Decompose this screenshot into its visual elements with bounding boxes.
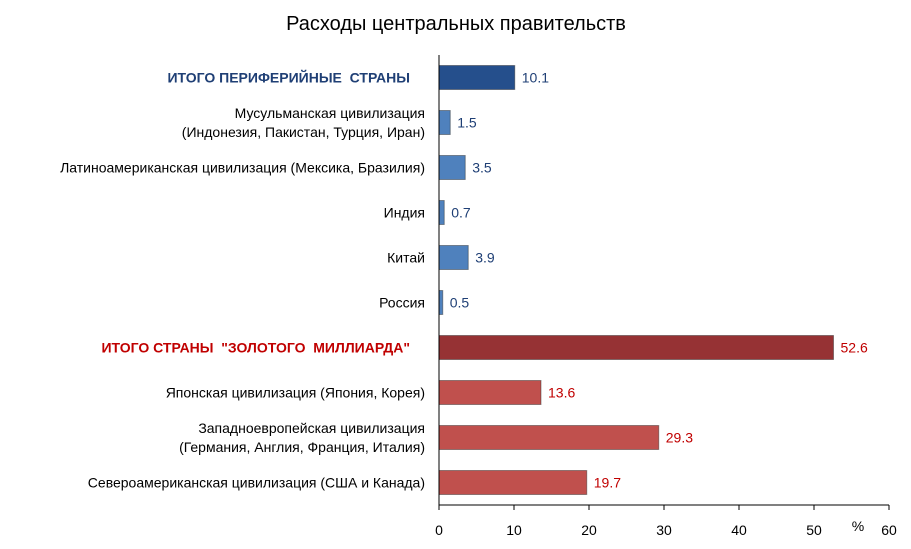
tick-label-6: 60 — [881, 522, 897, 538]
tick-label-1: 10 — [506, 522, 522, 538]
bar-5 — [438, 290, 444, 315]
unit-label: % — [852, 518, 864, 534]
tick-label-2: 20 — [581, 522, 597, 538]
x-axis: 0 10 20 30 40 50 60 — [435, 55, 897, 538]
category-labels-group: ИТОГО ПЕРИФЕРИЙНЫЕ СТРАНЫ Мусульманская ц… — [60, 69, 425, 491]
bar-2 — [438, 155, 466, 180]
tick-label-0: 0 — [435, 522, 443, 538]
value-label-9: 19.7 — [594, 475, 621, 491]
bar-0 — [438, 65, 516, 90]
chart-title: Расходы центральных правительств — [286, 13, 626, 35]
tick-label-3: 30 — [656, 522, 672, 538]
value-label-1: 1.5 — [457, 115, 477, 131]
bars-group — [438, 65, 834, 495]
category-label-4: Китай — [387, 250, 425, 266]
category-label-7: Японская цивилизация (Япония, Корея) — [166, 385, 425, 401]
category-label-0: ИТОГО ПЕРИФЕРИЙНЫЕ СТРАНЫ — [167, 69, 410, 86]
category-label-8: Западноевропейская цивилизация (Германия,… — [179, 420, 425, 455]
value-label-0: 10.1 — [522, 70, 549, 86]
value-label-6: 52.6 — [841, 340, 868, 356]
tick-label-4: 40 — [731, 522, 747, 538]
value-label-3: 0.7 — [451, 205, 471, 221]
category-label-1: Мусульманская цивилизация (Индонезия, Пак… — [182, 105, 425, 140]
tick-label-5: 50 — [806, 522, 822, 538]
category-label-2: Латиноамериканская цивилизация (Мексика,… — [60, 160, 425, 176]
value-labels-group: 10.1 1.5 3.5 0.7 3.9 0.5 52.6 13.6 29.3 19.7 — [450, 70, 868, 491]
value-label-7: 13.6 — [548, 385, 575, 401]
category-label-9: Североамериканская цивилизация (США и Ка… — [88, 475, 425, 491]
bar-4 — [438, 245, 469, 270]
category-label-6: ИТОГО СТРАНЫ "ЗОЛОТОГО МИЛЛИАРДА" — [101, 340, 410, 356]
value-label-2: 3.5 — [472, 160, 492, 176]
bar-8 — [438, 425, 660, 450]
category-label-5: Россия — [379, 295, 425, 311]
category-label-3: Индия — [384, 205, 425, 221]
bar-7 — [438, 380, 542, 405]
bar-3 — [438, 200, 445, 225]
value-label-8: 29.3 — [666, 430, 693, 446]
bar-6 — [438, 335, 834, 360]
bar-1 — [438, 110, 451, 135]
value-label-4: 3.9 — [475, 250, 495, 266]
value-label-5: 0.5 — [450, 295, 470, 311]
bar-9 — [438, 470, 588, 495]
x-axis-ticks: 0 10 20 30 40 50 60 — [435, 505, 897, 538]
